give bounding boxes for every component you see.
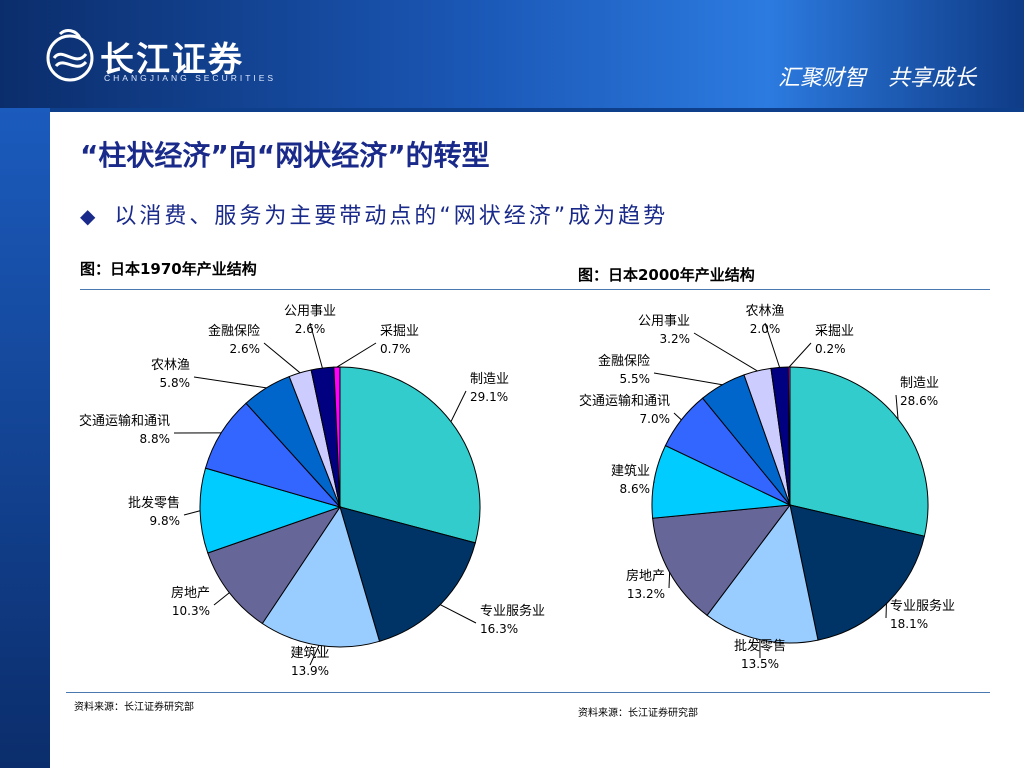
leader-line-1-9 xyxy=(336,342,377,368)
slogan: 汇聚财智 共享成长 xyxy=(777,66,976,91)
leader-line-1-0 xyxy=(450,390,467,422)
slice-label-2-1: 专业服务业 xyxy=(890,598,955,614)
pie-slice-2-2 xyxy=(706,503,819,644)
slice-value-1-3: 10.3% xyxy=(172,604,210,618)
leader-line-1-4 xyxy=(183,510,201,516)
bottom-rule xyxy=(66,692,990,693)
leader-line-1-6 xyxy=(193,376,267,389)
slice-label-1-3: 房地产 xyxy=(171,585,210,601)
slice-label-1-1: 专业服务业 xyxy=(480,603,545,619)
slice-label-2-9: 采掘业 xyxy=(815,324,854,339)
pie-slice-1-9 xyxy=(333,366,341,508)
leader-line-2-9 xyxy=(788,342,812,368)
logo-chinese-name: 长江证券 xyxy=(100,40,244,80)
pie-chart-2000: 制造业 28.6% 专业服务业 18.1% 批发零售 13.5% 房地产 13.2% 建筑业 8.… xyxy=(579,304,955,671)
slice-label-1-7: 金融保险 xyxy=(208,323,260,339)
chart-2-title: 图：日本2000年产业结构 xyxy=(578,266,755,284)
leader-line-2-7 xyxy=(693,332,758,372)
leader-line-2-8 xyxy=(764,322,781,368)
bullet-text: 以消费、服务为主要带动点的“网状经济”成为趋势 xyxy=(114,204,669,229)
slice-value-1-7: 2.6% xyxy=(230,342,261,356)
slice-label-1-4: 批发零售 xyxy=(128,495,180,511)
river-logo-icon xyxy=(46,29,94,82)
slice-label-2-2: 批发零售 xyxy=(734,638,786,654)
pie-slice-1-2 xyxy=(261,505,381,648)
slice-label-2-8: 农林渔 xyxy=(745,304,784,319)
slice-label-2-3: 房地产 xyxy=(626,568,665,584)
pie-chart-1970: 制造业 29.1% 专业服务业 16.3% 建筑业 13.9% 房地产 10.3% 批发零售 9.… xyxy=(79,304,545,678)
chart-1-title: 图：日本1970年产业结构 xyxy=(80,260,257,278)
leader-line-1-1 xyxy=(440,604,477,624)
slide-title: “柱状经济”向“网状经济”的转型 xyxy=(80,139,490,172)
slice-value-1-1: 16.3% xyxy=(480,622,518,636)
slice-value-2-8: 2.0% xyxy=(750,322,781,336)
leader-line-2-6 xyxy=(653,372,723,386)
slice-value-2-9: 0.2% xyxy=(815,342,846,356)
slice-value-2-0: 28.6% xyxy=(900,394,938,408)
leader-line-2-5 xyxy=(673,412,682,421)
slice-label-2-5: 交通运输和通讯 xyxy=(579,393,670,409)
company-logo: 长江证券 CHANGJIANG SECURITIES xyxy=(46,28,278,88)
slice-value-2-4: 8.6% xyxy=(620,482,651,496)
slice-label-2-6: 金融保险 xyxy=(598,353,650,369)
slice-value-1-4: 9.8% xyxy=(150,514,181,528)
slice-value-1-0: 29.1% xyxy=(470,390,508,404)
diamond-bullet-icon: ◆ xyxy=(80,204,99,228)
left-decor-band xyxy=(0,108,50,768)
slice-label-1-2: 建筑业 xyxy=(290,645,329,661)
chart-2-source: 资料来源：长江证券研究部 xyxy=(578,708,698,719)
slice-label-1-0: 制造业 xyxy=(470,372,509,387)
pie-slice-1-1 xyxy=(339,506,476,642)
slice-value-2-2: 13.5% xyxy=(741,657,779,671)
bullet-point: ◆ 以消费、服务为主要带动点的“网状经济”成为趋势 xyxy=(80,200,770,233)
slice-value-1-2: 13.9% xyxy=(291,664,329,678)
logo-english-name: CHANGJIANG SECURITIES xyxy=(104,73,277,83)
slice-value-1-5: 8.8% xyxy=(140,432,171,446)
slice-value-1-8: 2.6% xyxy=(295,322,326,336)
pie-slice-1-4 xyxy=(199,467,342,554)
slice-value-2-7: 3.2% xyxy=(660,332,691,346)
pie-slice-1-3 xyxy=(207,506,342,625)
header-banner: 长江证券 CHANGJIANG SECURITIES 汇聚财智 共享成长 xyxy=(0,0,1024,108)
leader-line-2-3 xyxy=(668,572,671,589)
slice-label-1-6: 农林渔 xyxy=(151,358,190,373)
slice-label-1-8: 公用事业 xyxy=(284,304,336,319)
slice-label-2-7: 公用事业 xyxy=(638,314,690,329)
slice-label-1-9: 采掘业 xyxy=(380,324,419,339)
pie-slice-2-9 xyxy=(787,366,791,506)
slice-value-2-6: 5.5% xyxy=(620,372,651,386)
slice-value-1-9: 0.7% xyxy=(380,342,411,356)
slice-label-2-4: 建筑业 xyxy=(611,463,650,479)
leader-line-1-8 xyxy=(309,322,323,369)
chart-1-source: 资料来源：长江证券研究部 xyxy=(74,702,194,713)
slice-label-1-5: 交通运输和通讯 xyxy=(79,413,170,429)
leader-line-1-7 xyxy=(263,342,301,374)
leader-line-1-2 xyxy=(309,645,320,666)
slice-value-2-5: 7.0% xyxy=(640,412,671,426)
top-rule xyxy=(80,289,990,290)
slice-value-2-1: 18.1% xyxy=(890,617,928,631)
slice-value-2-3: 13.2% xyxy=(627,587,665,601)
leader-line-2-0 xyxy=(895,394,899,420)
slice-label-2-0: 制造业 xyxy=(900,376,939,391)
slice-value-1-6: 5.8% xyxy=(160,376,191,390)
pie-slice-2-1 xyxy=(789,504,926,641)
leader-line-1-3 xyxy=(213,592,230,606)
